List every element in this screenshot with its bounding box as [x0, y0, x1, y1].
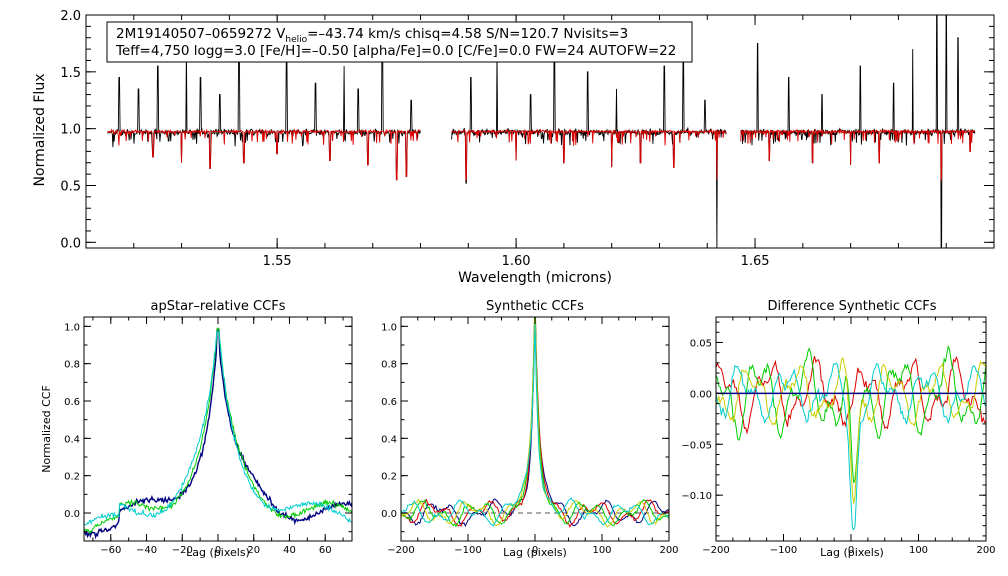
synthetic-ccf-line-visit-2 [401, 317, 669, 528]
info-velocity-stats: =–43.74 km/s chisq=4.58 S/N=120.7 Nvisit… [307, 26, 628, 42]
y-tick-label: 0.4 [64, 434, 80, 445]
apstar-ccf-ticks: −60 −40 −20 0 20 40 60 0.0 0.2 0.4 0.6 0.8 1.0 [64, 317, 352, 556]
apstar-ccf-title: apStar–relative CCFs [151, 299, 286, 314]
y-tick-label: 0.6 [64, 397, 80, 408]
y-tick-label: 0.8 [381, 360, 397, 371]
y-tick-label: 0.4 [381, 434, 397, 445]
y-tick-label: 2.0 [60, 9, 81, 24]
y-tick-label: 0.8 [64, 360, 80, 371]
spectrum-observed-chip-2 [451, 31, 727, 248]
x-tick-label: 1.65 [741, 254, 770, 269]
x-tick-label: 100 [909, 545, 928, 556]
y-tick-label: 1.0 [381, 322, 397, 333]
synthetic-ccf-title: Synthetic CCFs [486, 299, 584, 314]
spectrum-plot-frame [85, 14, 995, 249]
spectrum-info-box [106, 21, 693, 63]
x-tick-label: 1.60 [502, 254, 531, 269]
spectrum-ticks: 1.55 1.60 1.65 0.0 0.5 1.0 1.5 2.0 [60, 9, 995, 269]
apstar-ccf-line-combined [84, 329, 352, 540]
difference-ccf-traces [716, 345, 986, 531]
y-tick-label: 1.0 [60, 123, 81, 138]
info-helio-subscript: helio [285, 35, 307, 45]
x-tick-label: 0 [215, 545, 221, 556]
y-tick-label: 0.0 [60, 236, 81, 251]
info-star-id: 2M19140507–0659272 V [116, 26, 286, 42]
synthetic-ccf-plot-frame [400, 316, 670, 542]
synthetic-ccf-line-visit-1 [401, 317, 669, 528]
x-tick-label: 0 [532, 545, 538, 556]
x-tick-label: −200 [387, 545, 414, 556]
difference-ccf-line-visit-1 [716, 355, 986, 435]
x-tick-label: 100 [592, 545, 611, 556]
y-tick-label: 0.00 [690, 389, 712, 400]
difference-ccf-line-visit-4 [716, 362, 986, 531]
x-tick-label: −100 [454, 545, 481, 556]
x-tick-label: 60 [319, 545, 332, 556]
difference-ccf-x-axis-label: Lag (pixels) [820, 546, 884, 559]
x-tick-label: 0 [848, 545, 854, 556]
x-tick-label: 200 [976, 545, 995, 556]
synthetic-ccf-x-axis-label: Lag (pixels) [503, 546, 567, 559]
spectrum-model-chip-1 [107, 128, 421, 181]
y-tick-label: 1.5 [60, 66, 81, 81]
difference-ccf-title: Difference Synthetic CCFs [767, 299, 936, 314]
spectrum-model-chip-3 [740, 128, 976, 181]
synthetic-ccf-panel: Synthetic CCFs −200 −100 0 100 200 0.0 0.2 0.4 0… [381, 299, 679, 559]
y-tick-label: 1.0 [64, 322, 80, 333]
spectrum-info-line2: Teff=4,750 logg=3.0 [Fe/H]=–0.50 [alpha/… [115, 43, 676, 59]
y-tick-label: 0.2 [381, 472, 397, 483]
y-tick-label: 0.05 [690, 338, 712, 349]
synthetic-ccf-line-visit-3 [401, 317, 669, 528]
spectrum-traces [107, 15, 976, 248]
y-tick-label: 0.5 [60, 179, 81, 194]
spectrum-x-axis-label: Wavelength (microns) [458, 270, 612, 286]
apstar-ccf-line-visit-1 [84, 327, 352, 535]
x-tick-label: −200 [702, 545, 729, 556]
difference-ccf-panel: Difference Synthetic CCFs −200 −100 0 100 20… [681, 299, 995, 559]
y-tick-label: −0.05 [681, 440, 712, 451]
synthetic-ccf-traces [401, 317, 669, 528]
y-tick-label: 0.0 [64, 509, 80, 520]
y-tick-label: 0.0 [381, 509, 397, 520]
apstar-ccf-y-axis-label: Normalized CCF [40, 385, 53, 473]
spectrum-y-axis-label: Normalized Flux [32, 74, 48, 187]
apstar-ccf-line-visit-2 [84, 331, 352, 526]
x-tick-label: −40 [136, 545, 157, 556]
x-tick-label: 1.55 [263, 254, 292, 269]
x-tick-label: −100 [770, 545, 797, 556]
apstar-ccf-panel: apStar–relative CCFs −60 −40 −20 0 20 40 60 0.0… [40, 299, 353, 559]
x-tick-label: 20 [247, 545, 260, 556]
y-tick-label: −0.10 [681, 491, 712, 502]
difference-ccf-ticks: −200 −100 0 100 200 −0.10 −0.05 0.00 0.05 [681, 317, 996, 556]
x-tick-label: −60 [100, 545, 121, 556]
spectrum-info-line1: 2M19140507–0659272 Vhelio=–43.74 km/s ch… [116, 26, 628, 45]
x-tick-label: 40 [283, 545, 296, 556]
synthetic-ccf-line-visit-4 [401, 322, 669, 527]
y-tick-label: 0.2 [64, 472, 80, 483]
synthetic-ccf-ticks: −200 −100 0 100 200 0.0 0.2 0.4 0.6 0.8 1.0 [381, 317, 679, 556]
apstar-ccf-traces [84, 327, 352, 540]
spectrum-model-chip-2 [451, 128, 727, 181]
apstar-ccf-x-axis-label: Lag (pixels) [186, 546, 250, 559]
x-tick-label: 200 [659, 545, 678, 556]
difference-ccf-line-visit-3 [716, 356, 986, 504]
y-tick-label: 0.6 [381, 397, 397, 408]
x-tick-label: −20 [172, 545, 193, 556]
spectrum-panel: 1.55 1.60 1.65 0.0 0.5 1.0 1.5 2.0 2M19140507–0… [32, 9, 995, 286]
